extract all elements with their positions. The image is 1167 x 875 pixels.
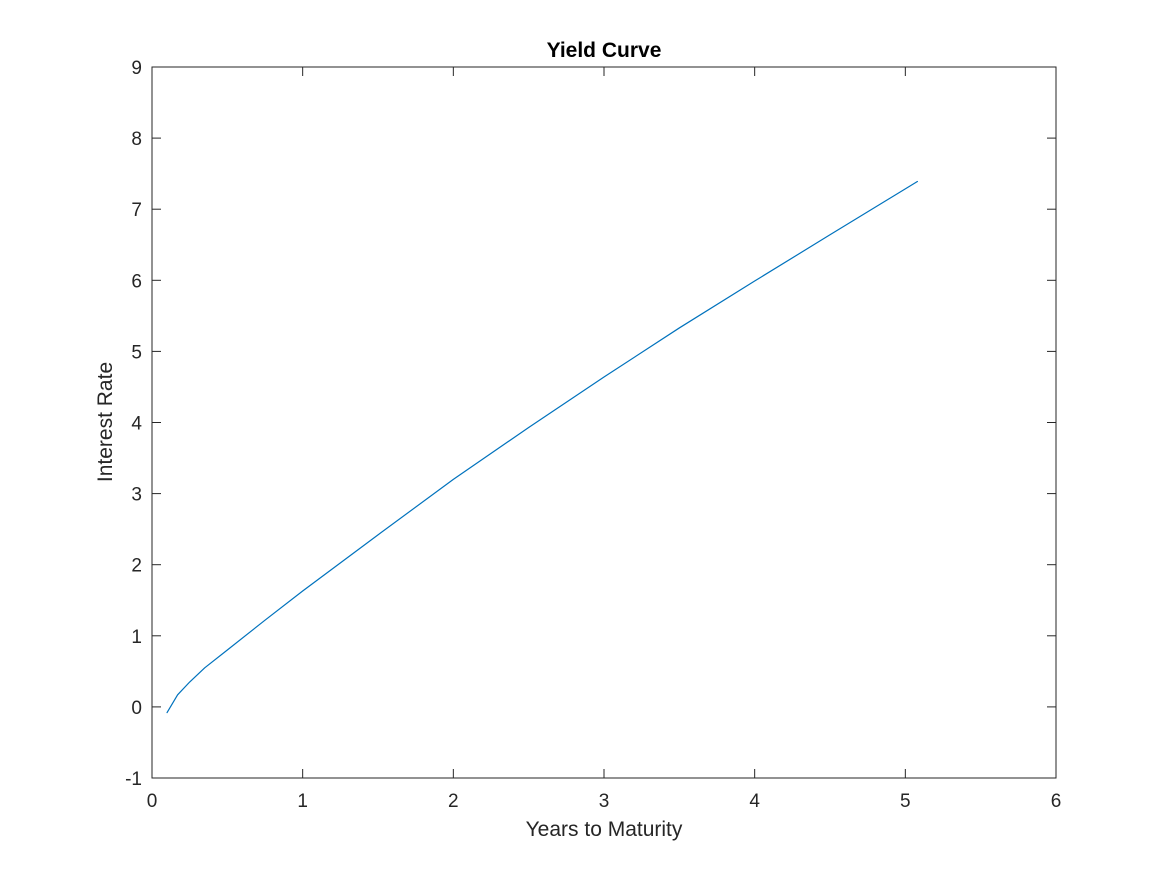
y-tick-label: 7 (131, 200, 142, 221)
y-tick-label: 1 (131, 627, 142, 648)
x-tick-label: 4 (749, 791, 760, 812)
y-tick-label: 3 (131, 485, 142, 506)
y-axis-label: Interest Rate (94, 362, 117, 482)
y-tick-labels: -1 0 1 2 3 4 5 6 7 8 9 (125, 58, 142, 790)
y-tick-label: 0 (131, 698, 142, 719)
y-tick-label: 5 (131, 342, 142, 363)
x-tick-label: 1 (297, 791, 308, 812)
plot-box (151, 66, 1057, 779)
y-tick-label: 9 (131, 58, 142, 79)
plot-area (152, 67, 1056, 778)
series-layer (166, 180, 918, 714)
y-tick-label: 4 (131, 414, 142, 435)
x-tick-labels: 0 1 2 3 4 5 6 (147, 791, 1062, 812)
x-tick-label: 0 (147, 791, 158, 812)
x-axis-label: Years to Maturity (526, 818, 683, 841)
x-tick-label: 6 (1051, 791, 1062, 812)
x-tick-label: 2 (448, 791, 459, 812)
chart-title: Yield Curve (547, 39, 662, 62)
y-tick-label: 8 (131, 129, 142, 150)
x-tick-label: 3 (599, 791, 610, 812)
x-tick-label: 5 (900, 791, 911, 812)
y-tick-label: 6 (131, 271, 142, 292)
y-tick-label: -1 (125, 769, 142, 790)
y-tick-label: 2 (131, 556, 142, 577)
series-line-0 (166, 180, 918, 714)
